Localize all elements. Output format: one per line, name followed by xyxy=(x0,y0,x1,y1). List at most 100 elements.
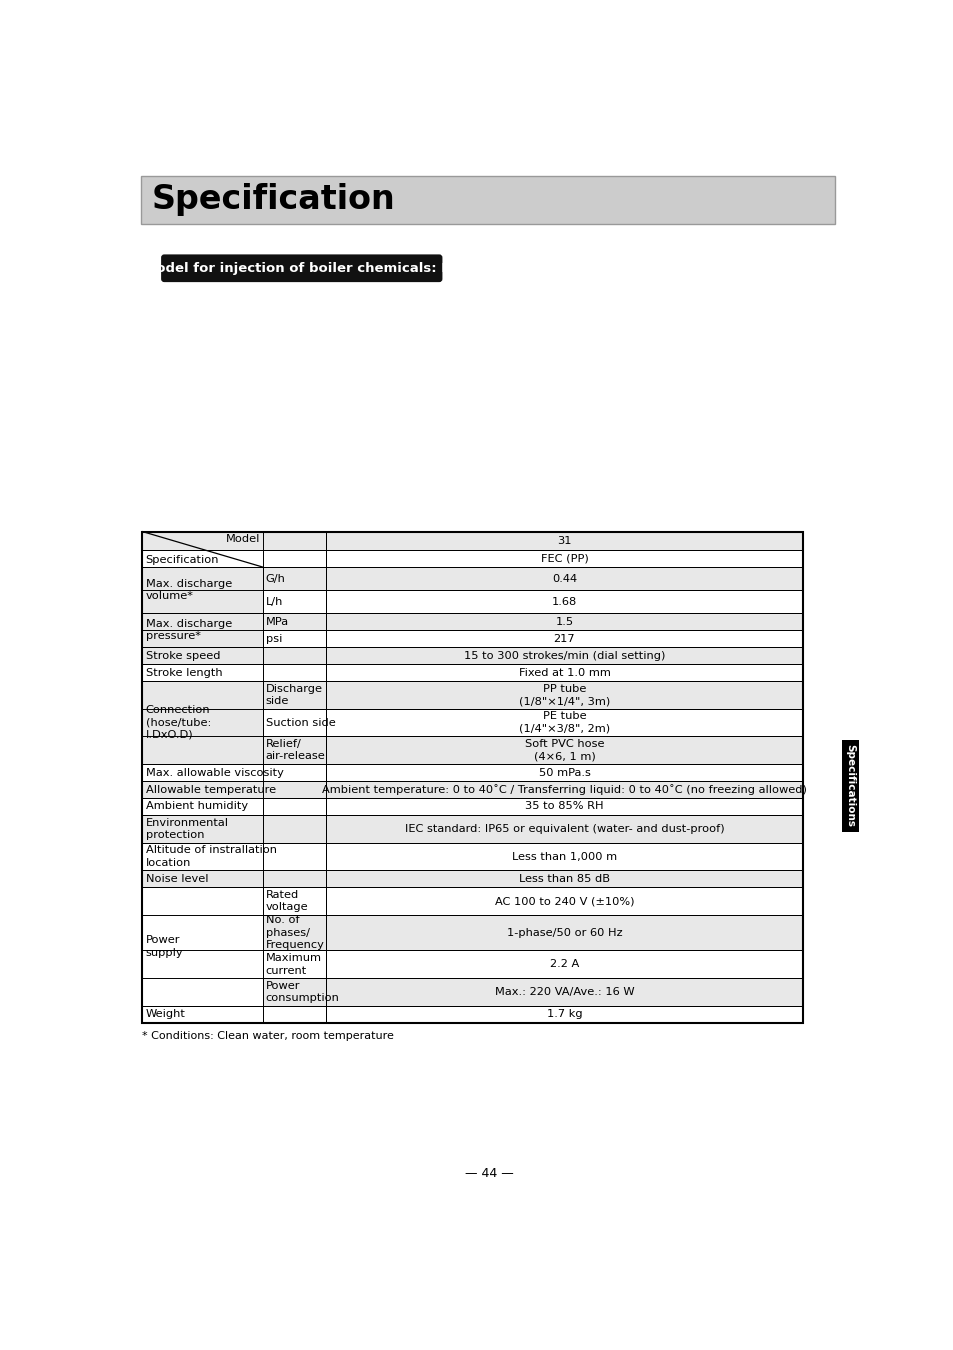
Text: No. of
phases/
Frequency: No. of phases/ Frequency xyxy=(266,915,324,950)
Text: Ambient humidity: Ambient humidity xyxy=(146,802,248,811)
Bar xyxy=(326,979,802,1006)
Bar xyxy=(326,590,802,613)
Bar xyxy=(142,736,802,764)
Text: Ambient temperature: 0 to 40˚C / Transferring liquid: 0 to 40˚C (no freezing all: Ambient temperature: 0 to 40˚C / Transfe… xyxy=(322,784,806,795)
Bar xyxy=(142,532,802,549)
Bar xyxy=(326,613,802,630)
Text: 15 to 300 strokes/min (dial setting): 15 to 300 strokes/min (dial setting) xyxy=(463,651,664,660)
Bar xyxy=(142,798,262,815)
Text: Fixed at 1.0 mm: Fixed at 1.0 mm xyxy=(518,667,610,678)
Text: 50 mPa.s: 50 mPa.s xyxy=(538,768,590,778)
Text: Power
supply: Power supply xyxy=(146,936,183,958)
Text: Specification: Specification xyxy=(152,184,395,216)
Bar xyxy=(142,815,802,842)
Text: Max. discharge
volume*: Max. discharge volume* xyxy=(146,579,232,601)
Bar xyxy=(262,815,326,842)
Bar xyxy=(326,871,802,887)
Bar xyxy=(142,549,326,567)
Bar xyxy=(142,613,802,630)
Text: Max.: 220 VA/Ave.: 16 W: Max.: 220 VA/Ave.: 16 W xyxy=(495,987,634,998)
Bar xyxy=(142,915,802,950)
Text: 1.5: 1.5 xyxy=(555,617,573,626)
Bar xyxy=(262,590,326,613)
Bar xyxy=(142,1006,262,1023)
Text: Maximum
current: Maximum current xyxy=(266,953,321,976)
Text: Less than 85 dB: Less than 85 dB xyxy=(518,873,609,884)
Bar xyxy=(142,887,802,915)
Text: AC 100 to 240 V (±10%): AC 100 to 240 V (±10%) xyxy=(495,896,634,906)
Text: Suction side: Suction side xyxy=(266,718,335,728)
Bar xyxy=(141,176,835,224)
Text: Weight: Weight xyxy=(146,1010,185,1019)
Text: Specifications: Specifications xyxy=(844,744,854,828)
Bar xyxy=(262,630,326,647)
Text: Rated
voltage: Rated voltage xyxy=(266,890,308,913)
Text: Discharge
side: Discharge side xyxy=(266,683,322,706)
Text: FEC (PP): FEC (PP) xyxy=(540,554,588,563)
Text: — 44 —: — 44 — xyxy=(464,1166,513,1180)
Bar xyxy=(262,736,326,764)
Bar xyxy=(142,709,802,736)
Text: 1.7 kg: 1.7 kg xyxy=(546,1010,581,1019)
Bar xyxy=(142,798,802,815)
Text: G/h: G/h xyxy=(266,574,285,583)
Text: psi: psi xyxy=(266,633,282,644)
Bar xyxy=(262,798,326,815)
Bar xyxy=(142,842,262,871)
Bar xyxy=(142,647,802,664)
Bar xyxy=(326,950,802,979)
Text: * Conditions: Clean water, room temperature: * Conditions: Clean water, room temperat… xyxy=(142,1030,394,1041)
Bar xyxy=(142,1006,802,1023)
Bar xyxy=(326,647,802,664)
Text: Soft PVC hose
(4×6, 1 m): Soft PVC hose (4×6, 1 m) xyxy=(524,738,603,761)
Bar xyxy=(326,736,802,764)
Bar xyxy=(142,664,262,680)
Bar xyxy=(262,782,326,798)
Bar xyxy=(262,664,326,680)
Bar xyxy=(262,680,326,709)
Text: Power
consumption: Power consumption xyxy=(266,981,339,1003)
Text: 1-phase/50 or 60 Hz: 1-phase/50 or 60 Hz xyxy=(506,927,621,938)
Bar xyxy=(326,1006,802,1023)
Text: Altitude of instrallation
location: Altitude of instrallation location xyxy=(146,845,276,868)
Bar xyxy=(142,871,802,887)
Text: Max. discharge
pressure*: Max. discharge pressure* xyxy=(146,618,232,641)
Bar xyxy=(142,887,262,1006)
Bar xyxy=(142,567,802,590)
Bar xyxy=(142,764,262,782)
Bar xyxy=(326,680,802,709)
Bar xyxy=(142,950,802,979)
Bar xyxy=(326,567,802,590)
Bar xyxy=(142,782,262,798)
Bar xyxy=(262,887,326,915)
Text: MPa: MPa xyxy=(266,617,289,626)
Bar xyxy=(142,590,802,613)
Text: Model: Model xyxy=(226,533,260,544)
Text: Stroke speed: Stroke speed xyxy=(146,651,220,660)
Bar xyxy=(262,842,326,871)
Bar xyxy=(262,613,326,630)
Text: 35 to 85% RH: 35 to 85% RH xyxy=(524,802,603,811)
Bar xyxy=(142,979,802,1006)
Text: Environmental
protection: Environmental protection xyxy=(146,818,229,840)
Text: L/h: L/h xyxy=(266,597,283,606)
Bar xyxy=(142,842,802,871)
Bar xyxy=(326,887,802,915)
Bar xyxy=(142,532,326,549)
Bar xyxy=(841,740,858,832)
Bar xyxy=(142,549,802,567)
Text: Connection
(hose/tube:
I.DxO.D): Connection (hose/tube: I.DxO.D) xyxy=(146,705,211,740)
Bar xyxy=(142,567,262,613)
Bar xyxy=(326,798,802,815)
Bar xyxy=(326,815,802,842)
Bar xyxy=(142,815,262,842)
FancyBboxPatch shape xyxy=(161,254,442,282)
Text: PE tube
(1/4"×3/8", 2m): PE tube (1/4"×3/8", 2m) xyxy=(518,711,609,734)
Text: Less than 1,000 m: Less than 1,000 m xyxy=(512,852,617,861)
Text: Relief/
air-release: Relief/ air-release xyxy=(266,738,325,761)
Bar xyxy=(142,680,262,764)
Bar xyxy=(262,950,326,979)
Bar xyxy=(142,664,802,680)
Bar xyxy=(326,664,802,680)
Bar xyxy=(142,764,802,782)
